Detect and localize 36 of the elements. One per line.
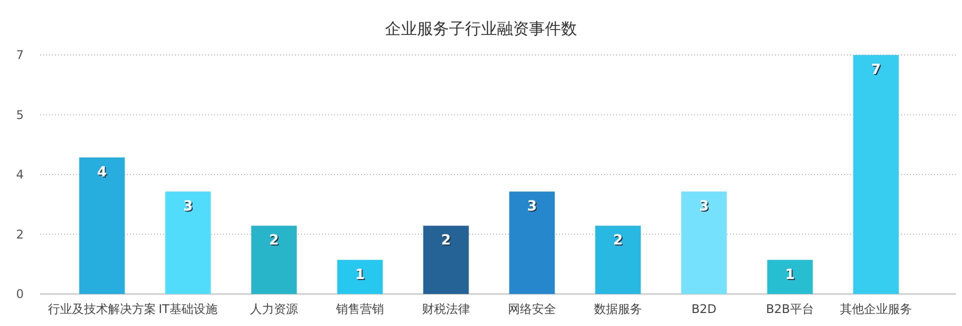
bar [423, 226, 469, 294]
bar [337, 260, 383, 294]
x-tick-label: B2D [691, 302, 717, 316]
y-tick-label: 0 [16, 287, 24, 301]
bar [853, 55, 899, 294]
data-label: 3 [183, 198, 193, 215]
y-tick-label: 4 [16, 168, 24, 182]
x-tick-label: B2B平台 [766, 302, 814, 316]
x-tick-label: 财税法律 [422, 302, 470, 316]
x-tick-label: 其他企业服务 [840, 302, 912, 316]
data-label: 3 [527, 198, 537, 215]
bar [767, 260, 813, 294]
data-label: 1 [785, 266, 795, 283]
bar [79, 157, 125, 294]
data-label: 4 [97, 164, 108, 180]
bar [595, 226, 641, 294]
y-tick-label: 5 [16, 108, 24, 122]
x-tick-label: 数据服务 [594, 302, 642, 316]
x-tick-label: 网络安全 [508, 302, 556, 316]
y-tick-label: 7 [16, 48, 24, 62]
data-label: 2 [269, 232, 279, 249]
bar [165, 192, 211, 294]
data-label: 3 [699, 198, 709, 215]
x-tick-label: 行业及技术解决方案 [48, 302, 156, 316]
x-tick-label: 销售营销 [335, 302, 384, 316]
data-label: 1 [355, 266, 365, 283]
x-tick-label: IT基础设施 [158, 302, 218, 316]
bar [509, 192, 555, 294]
data-label: 7 [871, 62, 881, 78]
data-label: 2 [613, 232, 623, 249]
y-tick-label: 2 [16, 227, 24, 242]
chart-title: 企业服务子行业融资事件数 [385, 19, 577, 38]
bar [251, 226, 297, 294]
bar [681, 192, 727, 294]
x-tick-label: 人力资源 [250, 302, 298, 316]
data-label: 2 [441, 232, 451, 249]
